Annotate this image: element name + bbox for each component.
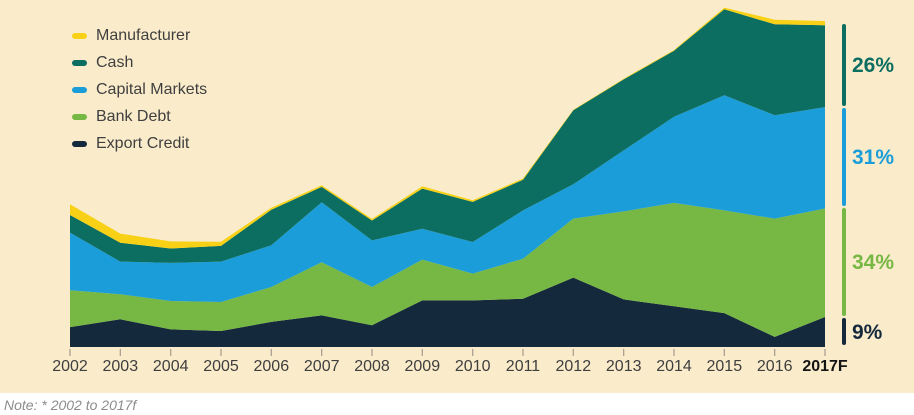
legend-label: Bank Debt bbox=[96, 107, 171, 125]
percent-label-capital-markets: 31% bbox=[852, 146, 895, 169]
percent-label-export-credit: 9% bbox=[852, 320, 883, 344]
x-axis-label: 2010 bbox=[454, 358, 491, 375]
x-axis-label: 2006 bbox=[253, 358, 290, 375]
x-axis-label: 2004 bbox=[152, 358, 189, 375]
x-axis-label: 2003 bbox=[102, 358, 139, 375]
x-axis-label: 2013 bbox=[605, 358, 642, 375]
area-capital-markets bbox=[70, 95, 825, 302]
legend-swatch bbox=[72, 86, 87, 93]
footnote: Note: * 2002 to 2017f bbox=[4, 397, 137, 413]
percent-label-bank-debt: 34% bbox=[852, 251, 895, 274]
legend-label: Capital Markets bbox=[96, 80, 208, 98]
legend-swatch bbox=[72, 32, 87, 39]
legend-label: Export Credit bbox=[96, 134, 190, 152]
legend-swatch bbox=[72, 113, 87, 120]
percent-bar-segment-cash bbox=[842, 24, 846, 106]
percent-bar-segment-bank-debt bbox=[842, 208, 846, 316]
x-axis-label: 2002 bbox=[52, 358, 88, 375]
legend-label: Manufacturer bbox=[96, 26, 191, 44]
x-axis-label: 2016 bbox=[756, 358, 793, 375]
legend-item-manufacturer: Manufacturer bbox=[72, 22, 207, 49]
x-axis-label: 2015 bbox=[706, 358, 743, 375]
percent-bar-segment-export-credit bbox=[842, 317, 846, 345]
legend-swatch bbox=[72, 140, 87, 147]
x-axis-label: 2008 bbox=[354, 358, 390, 375]
legend-item-cash: Cash bbox=[72, 49, 207, 76]
x-axis-label: 2011 bbox=[505, 358, 541, 375]
legend: Manufacturer Cash Capital Markets Bank D… bbox=[72, 22, 207, 157]
x-axis-label: 2014 bbox=[656, 358, 692, 375]
percent-bar-segment-capital-markets bbox=[842, 108, 846, 207]
percent-scale-bar bbox=[842, 0, 846, 393]
legend-item-export-credit: Export Credit bbox=[72, 130, 207, 157]
area-export-credit bbox=[70, 277, 825, 347]
x-axis-label: 2009 bbox=[404, 358, 441, 375]
legend-swatch bbox=[72, 59, 87, 66]
x-axis-label: 2007 bbox=[303, 358, 340, 375]
x-axis-label: 2005 bbox=[203, 358, 239, 375]
area-cash bbox=[70, 9, 825, 263]
x-axis-label-forecast: 2017F bbox=[802, 358, 848, 375]
legend-label: Cash bbox=[96, 53, 134, 71]
legend-item-capital-markets: Capital Markets bbox=[72, 76, 207, 103]
legend-item-bank-debt: Bank Debt bbox=[72, 103, 207, 130]
area-bank-debt bbox=[70, 202, 825, 337]
x-axis-label: 2012 bbox=[555, 358, 592, 375]
stacked-area-chart bbox=[69, 7, 826, 356]
percent-label-cash: 26% bbox=[852, 54, 895, 77]
